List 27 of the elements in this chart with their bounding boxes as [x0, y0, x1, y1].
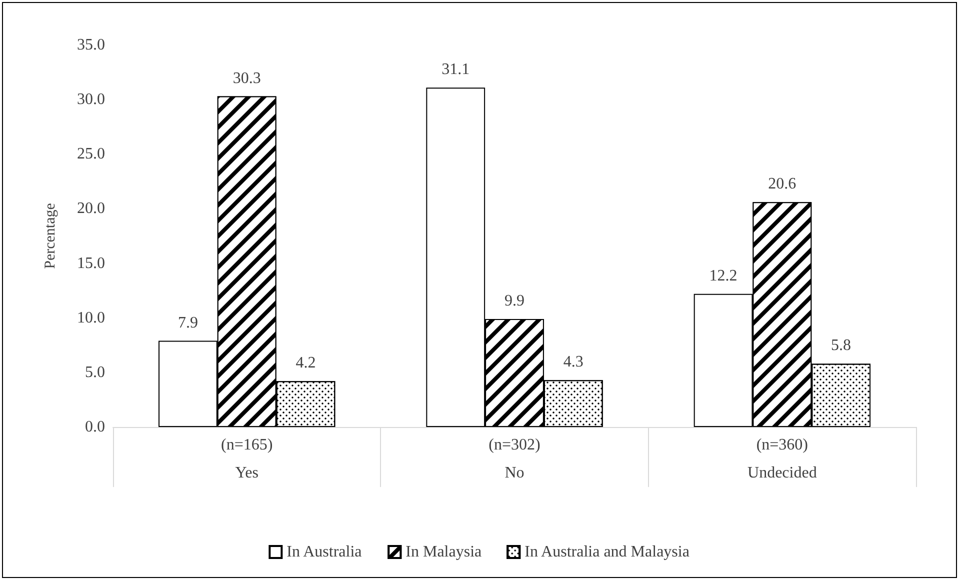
y-tick-label: 30.0: [77, 91, 105, 108]
x-tick-label: No: [504, 464, 524, 482]
text: (n=360): [756, 436, 808, 454]
y-tick-label: 25.0: [77, 146, 105, 163]
y-tick-label: 20.0: [77, 200, 105, 218]
data-label: 4.2: [296, 354, 316, 372]
y-axis-title: Percentage: [42, 202, 58, 269]
text: (n=302): [488, 436, 540, 454]
legend-label: In Australia: [286, 544, 362, 560]
y-tick-label: 10.0: [77, 309, 105, 326]
data-label: 20.6: [768, 176, 796, 193]
data-label: 30.3: [232, 70, 261, 87]
x-tick-label: Undecided: [748, 464, 817, 482]
data-label: 5.8: [831, 337, 852, 354]
data-label: 31.1: [442, 61, 470, 78]
legend-label: In Australia and Malaysia: [524, 544, 690, 560]
y-tick-label: 0.0: [85, 418, 105, 436]
y-tick-label: 5.0: [85, 364, 105, 381]
data-label: 7.9: [178, 314, 198, 332]
data-label: 12.2: [709, 267, 738, 284]
x-tick-label: Yes: [235, 464, 258, 482]
y-tick-label: 35.0: [77, 36, 105, 54]
text: (n=165): [220, 436, 273, 454]
legend-label: In Malaysia: [406, 544, 482, 560]
y-tick-label: 15.0: [77, 254, 105, 272]
data-label: 9.9: [504, 292, 524, 310]
data-label: 4.3: [563, 354, 584, 371]
